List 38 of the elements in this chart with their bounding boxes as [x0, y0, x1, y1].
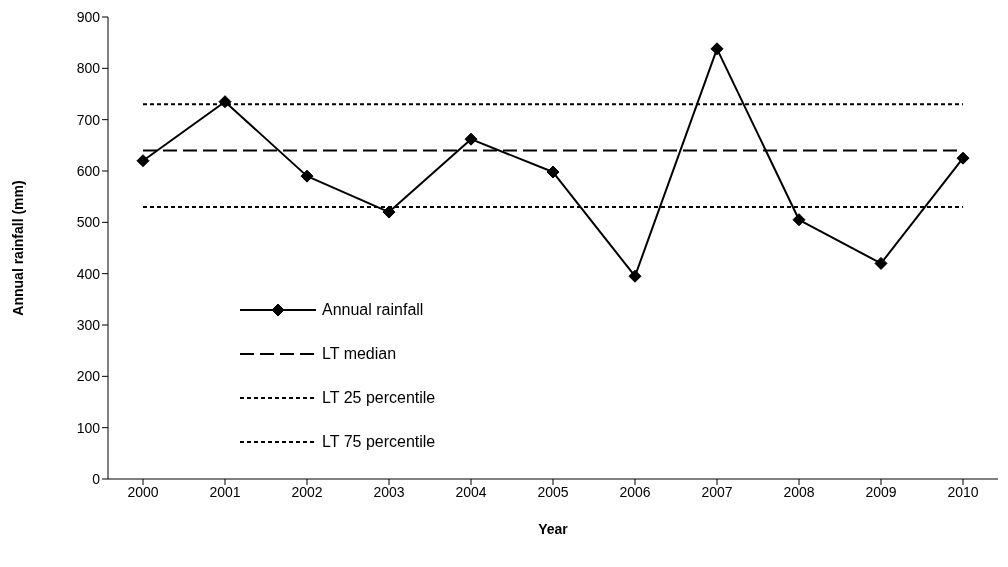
y-axis-title: Annual rainfall (mm) — [9, 180, 26, 316]
point — [628, 269, 642, 283]
y-tick-label: 900 — [76, 8, 101, 25]
x-axis-title: Year — [538, 521, 569, 537]
x-tick-label: 2004 — [455, 483, 487, 500]
point — [300, 169, 314, 183]
y-tick-label: 0 — [92, 470, 101, 487]
legend-label: LT 25 percentile — [322, 389, 436, 407]
x-tick-label: 2010 — [947, 483, 979, 500]
point — [792, 213, 806, 227]
x-tick-label: 2000 — [127, 483, 159, 500]
x-tick-label: 2006 — [619, 483, 651, 500]
y-tick-label: 700 — [76, 111, 101, 128]
point — [464, 132, 478, 146]
y-tick-label: 800 — [76, 60, 101, 77]
x-tick-label: 2005 — [537, 483, 569, 500]
point — [382, 205, 396, 219]
legend-label: Annual rainfall — [322, 301, 424, 319]
y-tick-label: 200 — [76, 368, 101, 385]
y-tick-label: 500 — [76, 214, 101, 231]
point — [136, 154, 150, 168]
legend-label: LT 75 percentile — [322, 433, 436, 451]
point — [956, 151, 970, 165]
point — [710, 42, 724, 56]
x-tick-label: 2009 — [865, 483, 897, 500]
point — [218, 95, 232, 109]
x-tick-label: 2002 — [291, 483, 323, 500]
y-tick-label: 600 — [76, 162, 101, 179]
point — [874, 256, 888, 270]
y-tick-label: 100 — [76, 419, 101, 436]
x-tick-label: 2008 — [783, 483, 815, 500]
x-tick-label: 2001 — [209, 483, 241, 500]
y-tick-label: 300 — [76, 316, 101, 333]
legend-label: LT median — [322, 345, 397, 363]
x-tick-label: 2003 — [373, 483, 405, 500]
y-tick-label: 400 — [76, 265, 101, 282]
point — [546, 165, 560, 179]
x-tick-label: 2007 — [701, 483, 733, 500]
